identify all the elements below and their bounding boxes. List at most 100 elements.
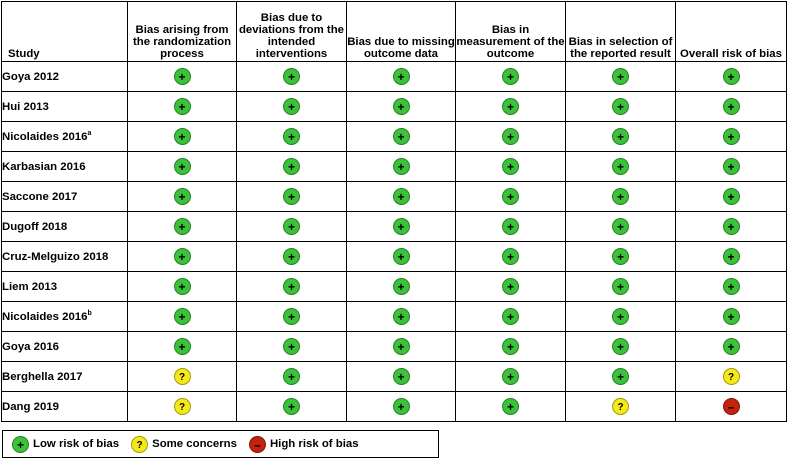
judgement-cell: + xyxy=(127,91,237,122)
judgement-cell: + xyxy=(455,61,566,92)
judgement-cell: + xyxy=(236,151,347,182)
judgement-cell: ? xyxy=(675,361,787,392)
low-risk-icon: + xyxy=(283,67,300,85)
low-risk-icon: + xyxy=(612,247,629,265)
judgement-cell: + xyxy=(236,271,347,302)
judgement-cell: + xyxy=(455,361,566,392)
header-row: Study Bias arising from the randomizatio… xyxy=(1,1,787,62)
judgement-cell: + xyxy=(127,331,237,362)
table-row: Nicolaides 2016a + + + + + + xyxy=(1,121,787,152)
judgement-cell: + xyxy=(455,331,566,362)
low-risk-icon: + xyxy=(722,157,740,175)
study-superscript: a xyxy=(87,130,92,138)
low-risk-icon: + xyxy=(722,97,740,115)
judgement-cell: + xyxy=(675,301,787,332)
low-risk-icon: + xyxy=(612,367,629,385)
study-name: Cruz-Melguizo 2018 xyxy=(1,241,128,272)
judgement-cell: + xyxy=(565,331,676,362)
judgement-cell: + xyxy=(675,331,787,362)
high-risk-icon: – xyxy=(248,435,266,453)
judgement-cell: + xyxy=(565,361,676,392)
study-name-text: Nicolaides 2016 xyxy=(2,310,88,323)
some-risk-icon: ? xyxy=(173,367,191,385)
low-risk-icon: + xyxy=(502,277,519,295)
judgement-cell: + xyxy=(565,241,676,272)
low-risk-icon: + xyxy=(283,397,300,415)
judgement-cell: + xyxy=(675,271,787,302)
judgement-cell: + xyxy=(236,61,347,92)
study-name-text: Cruz-Melguizo 2018 xyxy=(2,250,109,263)
judgement-cell: + xyxy=(236,241,347,272)
some-risk-icon: ? xyxy=(131,435,149,453)
study-name-text: Liem 2013 xyxy=(2,280,58,293)
low-risk-icon: + xyxy=(722,337,740,355)
study-name: Liem 2013 xyxy=(1,271,128,302)
judgement-cell: + xyxy=(236,361,347,392)
low-risk-icon: + xyxy=(502,217,519,235)
judgement-cell: + xyxy=(236,331,347,362)
low-risk-icon: + xyxy=(12,435,29,453)
judgement-cell: + xyxy=(236,391,347,422)
low-risk-icon: + xyxy=(283,247,300,265)
low-risk-icon: + xyxy=(612,127,629,145)
some-risk-icon: ? xyxy=(173,397,191,415)
low-risk-icon: + xyxy=(173,127,191,145)
some-risk-icon: ? xyxy=(612,397,629,415)
header-measurement: Bias in measurement of the outcome xyxy=(455,1,566,62)
legend-label: High risk of bias xyxy=(269,438,359,450)
judgement-cell: + xyxy=(346,241,456,272)
low-risk-icon: + xyxy=(612,307,629,325)
table-row: Dang 2019? + + +? – xyxy=(1,391,787,422)
judgement-cell: + xyxy=(346,271,456,302)
header-randomization: Bias arising from the randomization proc… xyxy=(127,1,237,62)
table-row: Liem 2013 + + + + + + xyxy=(1,271,787,302)
table-row: Goya 2016 + + + + + + xyxy=(1,331,787,362)
judgement-cell: + xyxy=(127,121,237,152)
legend-item-some: ? Some concerns xyxy=(131,435,237,453)
low-risk-icon: + xyxy=(722,247,740,265)
judgement-cell: ? xyxy=(127,391,237,422)
low-risk-icon: + xyxy=(722,67,740,85)
low-risk-icon: + xyxy=(173,247,191,265)
legend-item-high: – High risk of bias xyxy=(248,435,359,453)
low-risk-icon: + xyxy=(283,277,300,295)
study-name: Goya 2016 xyxy=(1,331,128,362)
low-risk-icon: + xyxy=(283,97,300,115)
low-risk-icon: + xyxy=(612,277,629,295)
low-risk-icon: + xyxy=(283,127,300,145)
judgement-cell: + xyxy=(346,121,456,152)
low-risk-icon: + xyxy=(392,127,410,145)
judgement-cell: + xyxy=(455,91,566,122)
table-row: Cruz-Melguizo 2018 + + + + + + xyxy=(1,241,787,272)
study-name: Dang 2019 xyxy=(1,391,128,422)
header-overall: Overall risk of bias xyxy=(675,1,787,62)
low-risk-icon: + xyxy=(612,217,629,235)
low-risk-icon: + xyxy=(283,307,300,325)
table-body: Goya 2012 + + + + + + Hui 2013 + + + + + + Nicolaides … xyxy=(1,61,787,422)
legend-label: Some concerns xyxy=(152,438,237,450)
legend: + Low risk of bias? Some concerns – High ris… xyxy=(2,430,439,458)
study-name-text: Dugoff 2018 xyxy=(2,220,68,233)
judgement-cell: + xyxy=(675,211,787,242)
low-risk-icon: + xyxy=(283,367,300,385)
low-risk-icon: + xyxy=(173,157,191,175)
low-risk-icon: + xyxy=(502,157,519,175)
header-study: Study xyxy=(1,1,128,62)
low-risk-icon: + xyxy=(502,67,519,85)
study-name-text: Saccone 2017 xyxy=(2,190,78,203)
judgement-cell: + xyxy=(675,241,787,272)
judgement-cell: + xyxy=(236,121,347,152)
low-risk-icon: + xyxy=(502,337,519,355)
study-name-text: Goya 2016 xyxy=(2,340,59,353)
low-risk-icon: + xyxy=(173,97,191,115)
table-row: Saccone 2017 + + + + + + xyxy=(1,181,787,212)
risk-of-bias-table: Study Bias arising from the randomizatio… xyxy=(1,1,787,422)
study-name: Karbasian 2016 xyxy=(1,151,128,182)
study-name: Nicolaides 2016b xyxy=(1,301,128,332)
low-risk-icon: + xyxy=(173,307,191,325)
judgement-cell: + xyxy=(346,211,456,242)
judgement-cell: ? xyxy=(127,361,237,392)
header-deviations: Bias due to deviations from the intended… xyxy=(236,1,347,62)
judgement-cell: + xyxy=(455,151,566,182)
low-risk-icon: + xyxy=(392,97,410,115)
